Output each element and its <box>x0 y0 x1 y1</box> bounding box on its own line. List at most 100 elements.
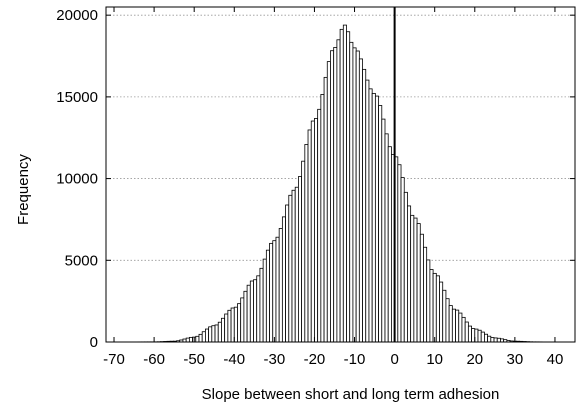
histogram-bar <box>426 259 431 343</box>
histogram-bar <box>259 267 264 343</box>
x-tick-label: -10 <box>344 351 366 368</box>
histogram-bar <box>233 306 238 343</box>
histogram-bar <box>333 47 338 343</box>
histogram-bar <box>205 328 210 343</box>
histogram-bar <box>262 258 267 343</box>
histogram-bar <box>246 284 251 343</box>
histogram-bar <box>423 246 428 343</box>
x-axis-title: Slope between short and long term adhesi… <box>202 386 500 403</box>
histogram-bar <box>365 79 370 343</box>
histogram-bar <box>253 279 258 343</box>
y-tick-label: 0 <box>90 334 98 351</box>
histogram-bar <box>339 28 344 343</box>
histogram-bar <box>349 41 354 343</box>
histogram-bar <box>487 335 492 343</box>
histogram-bar <box>307 129 312 343</box>
histogram-bar <box>330 50 335 343</box>
histogram-bar <box>237 303 242 343</box>
x-tick-label: -50 <box>183 351 205 368</box>
y-tick-label: 5000 <box>65 252 98 269</box>
histogram-bar <box>208 326 213 343</box>
histogram-bar <box>461 316 466 343</box>
histogram-bar <box>314 118 319 343</box>
y-tick-label: 10000 <box>56 171 98 188</box>
histogram-bar <box>407 205 412 343</box>
x-tick-label: -40 <box>223 351 245 368</box>
histogram-bar <box>249 280 254 343</box>
histogram-bar <box>243 290 248 343</box>
histogram-bar <box>265 249 270 343</box>
histogram-bar <box>480 331 485 343</box>
histogram-bar <box>355 50 360 343</box>
histogram-bar <box>269 242 274 343</box>
histogram-bar <box>384 133 389 343</box>
histogram-bar <box>413 217 418 343</box>
histogram-bar <box>397 164 402 343</box>
histogram-bar <box>387 146 392 343</box>
histogram-bar <box>400 177 405 343</box>
histogram-bar <box>342 24 347 343</box>
histogram-bar <box>464 321 469 343</box>
histogram-bar <box>278 228 283 343</box>
histogram-bar <box>455 309 460 343</box>
histogram-bar <box>211 325 216 343</box>
y-axis-title: Frequency <box>15 154 32 225</box>
histogram-bar <box>275 236 280 343</box>
histogram-bar <box>304 144 309 343</box>
histogram-bar <box>230 307 235 343</box>
histogram-bar <box>198 333 203 343</box>
x-tick-label: -60 <box>143 351 165 368</box>
histogram-bar <box>326 61 331 343</box>
histogram-bar <box>298 176 303 343</box>
histogram-bar <box>224 313 229 343</box>
histogram-bar <box>429 269 434 343</box>
histogram-bar <box>445 298 450 343</box>
histogram-bar <box>451 308 456 343</box>
histogram-bar <box>217 321 222 343</box>
x-tick-label: 20 <box>466 351 483 368</box>
histogram-bar <box>439 281 444 343</box>
histogram-bars <box>115 24 556 343</box>
histogram-bar <box>323 76 328 343</box>
histogram-bar <box>381 118 386 343</box>
histogram-bar <box>301 160 306 343</box>
histogram-bar <box>227 309 232 343</box>
histogram-bar <box>221 317 226 343</box>
x-tick-label: -70 <box>103 351 125 368</box>
histogram-bar <box>352 47 357 343</box>
histogram-bar <box>432 272 437 343</box>
histogram-bar <box>410 214 415 343</box>
x-tick-label: 10 <box>426 351 443 368</box>
y-tick-label: 15000 <box>56 89 98 106</box>
histogram-bar <box>358 58 363 343</box>
plot-frame <box>105 6 576 343</box>
histogram-bar <box>285 204 290 343</box>
histogram-bar <box>458 312 463 343</box>
histogram-bar <box>256 275 261 343</box>
histogram-bar <box>201 331 206 343</box>
histogram-bar <box>496 337 501 343</box>
x-tick-label: 0 <box>390 351 398 368</box>
histogram-bar <box>362 68 367 343</box>
histogram-bar <box>490 337 495 343</box>
x-tick-label: -20 <box>304 351 326 368</box>
histogram-bar <box>448 305 453 343</box>
histogram-bar <box>195 335 200 343</box>
histogram-bar <box>291 189 296 343</box>
histogram-bar <box>310 120 315 343</box>
histogram-bar <box>403 191 408 343</box>
histogram-bar <box>416 223 421 343</box>
histogram-bar <box>368 88 373 343</box>
histogram-bar <box>484 333 489 343</box>
histogram-bar <box>185 337 190 343</box>
x-tick-label: 30 <box>507 351 524 368</box>
histogram-bar <box>288 194 293 343</box>
histogram-bar <box>374 95 379 343</box>
histogram-bar <box>493 337 498 343</box>
y-tick-label: 20000 <box>56 7 98 24</box>
x-tick-label: -30 <box>264 351 286 368</box>
histogram-bar <box>188 336 193 343</box>
histogram-bar <box>240 297 245 343</box>
histogram-bar <box>336 39 341 343</box>
